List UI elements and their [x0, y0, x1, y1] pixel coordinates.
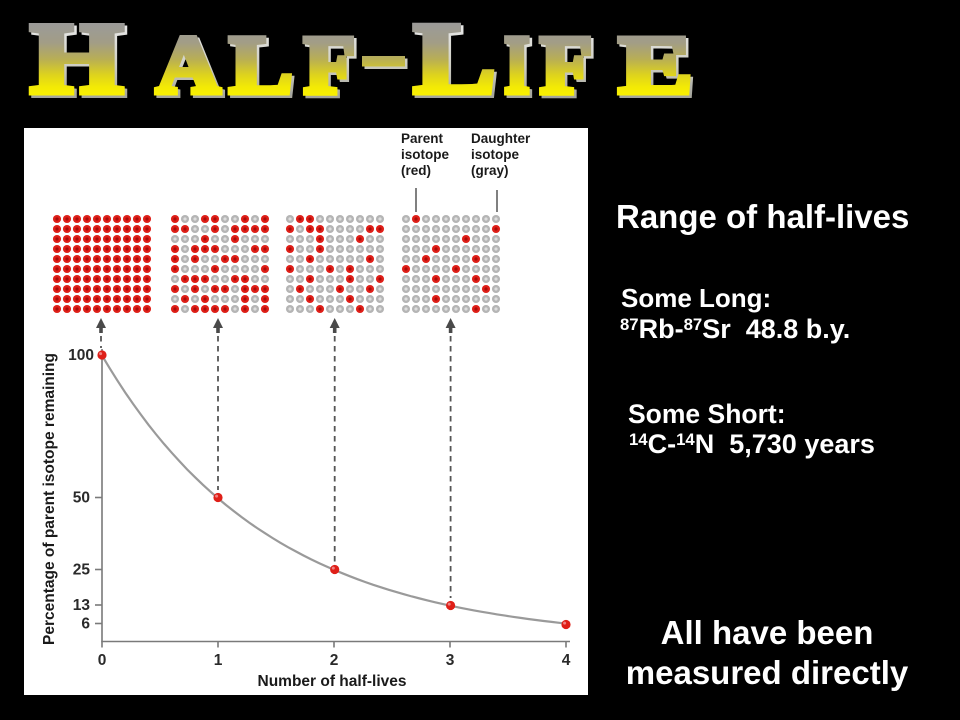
svg-text:isotope: isotope	[471, 147, 519, 162]
svg-text:F: F	[543, 22, 595, 114]
svg-text:L: L	[232, 22, 295, 114]
svg-text:50: 50	[73, 490, 90, 507]
svg-text:L: L	[414, 3, 496, 115]
svg-text:F: F	[540, 19, 592, 111]
svg-text:1: 1	[214, 652, 223, 669]
svg-text:(gray): (gray)	[471, 163, 509, 178]
svg-text:A: A	[156, 19, 220, 111]
svg-text:Parent: Parent	[401, 131, 444, 146]
svg-text:E: E	[622, 22, 695, 114]
svg-text:F: F	[307, 22, 358, 114]
svg-text:100: 100	[68, 347, 94, 364]
svg-text:H: H	[30, 2, 123, 115]
svg-text:L: L	[416, 6, 498, 118]
svg-text:Percentage of parent isotope r: Percentage of parent isotope remaining	[41, 353, 58, 645]
svg-text:A: A	[159, 21, 223, 113]
svg-text:E: E	[619, 19, 692, 111]
svg-text:0: 0	[98, 652, 107, 669]
svg-text:Number of half-lives: Number of half-lives	[258, 673, 407, 690]
svg-text:F: F	[304, 20, 355, 112]
svg-text:H: H	[33, 4, 126, 117]
svg-text:4: 4	[562, 652, 571, 669]
svg-text:I: I	[504, 20, 529, 111]
svg-text:L: L	[229, 20, 292, 112]
svg-text:3: 3	[446, 652, 455, 669]
svg-text:13: 13	[73, 597, 91, 614]
svg-text:I: I	[507, 23, 532, 114]
svg-text:2: 2	[330, 652, 339, 669]
svg-text:(red): (red)	[401, 163, 431, 178]
svg-text:25: 25	[73, 562, 91, 579]
svg-text:Daughter: Daughter	[471, 131, 531, 146]
svg-text:6: 6	[81, 616, 90, 633]
svg-text:isotope: isotope	[401, 147, 449, 162]
